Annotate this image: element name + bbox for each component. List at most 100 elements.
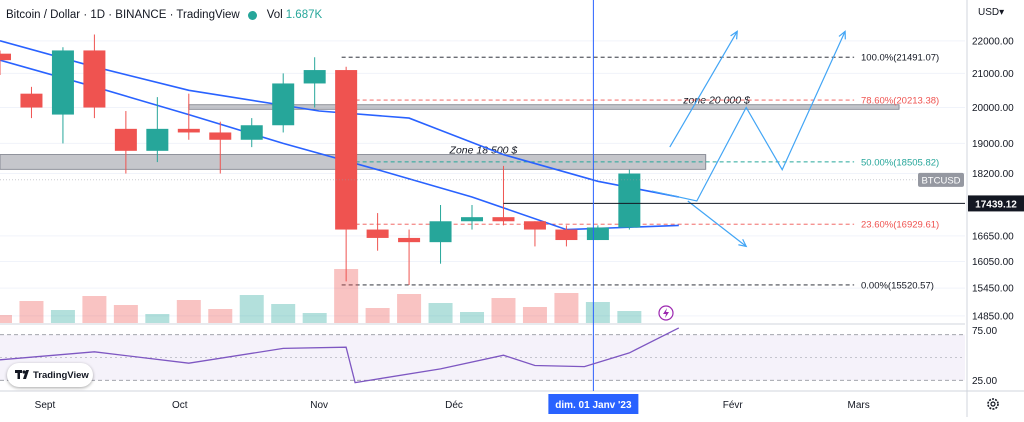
fib-level-label: 100.0%(21491.07) <box>861 53 939 64</box>
price-tick-label: 15450.00 <box>972 284 1014 295</box>
candle[interactable] <box>272 73 295 133</box>
volume-bar <box>585 302 610 323</box>
candle[interactable] <box>555 225 578 247</box>
volume-bar <box>19 301 44 323</box>
volume-bar <box>302 313 327 323</box>
volume-bar <box>113 305 138 323</box>
volume-bar <box>176 300 201 323</box>
volume-bar <box>82 296 107 323</box>
projection-arrow[interactable] <box>651 31 846 202</box>
legend-row: Bitcoin / Dollar · 1D · BINANCE · Tradin… <box>6 7 322 23</box>
candle-body <box>398 237 421 243</box>
candle[interactable] <box>586 225 609 241</box>
fib-level-label: 78.60%(20213.38) <box>861 96 939 107</box>
candle[interactable] <box>51 47 74 144</box>
time-tick-label: Déc <box>445 400 463 411</box>
candle-body <box>461 217 484 222</box>
candle-body <box>0 53 11 61</box>
candle[interactable] <box>461 204 484 230</box>
price-axis[interactable]: USD▾ 22000.00 21000.00 20000.00 19000.00 1820… <box>972 7 1014 387</box>
candle[interactable] <box>429 204 452 264</box>
tradingview-badge[interactable]: TradingView <box>7 363 93 387</box>
candle-body <box>209 132 232 140</box>
price-tick-label: 20000.00 <box>972 103 1014 114</box>
candle-body <box>303 70 326 84</box>
volume-bar <box>0 315 12 323</box>
candle-body <box>240 125 263 140</box>
candle[interactable] <box>146 97 169 163</box>
candle[interactable] <box>114 111 137 174</box>
price-tick-label: 22000.00 <box>972 36 1014 47</box>
projection-arrowhead <box>730 30 738 40</box>
currency-label[interactable]: USD▾ <box>978 7 1004 18</box>
projection-arrowhead <box>738 238 748 248</box>
candle-body <box>272 83 295 126</box>
eye-icon[interactable] <box>247 10 257 20</box>
candle-body <box>618 173 641 228</box>
candle[interactable] <box>0 50 11 76</box>
candle[interactable] <box>366 213 389 251</box>
volume-bar <box>428 303 453 323</box>
volume-bar <box>239 295 264 323</box>
candle[interactable] <box>177 93 200 140</box>
candle-body <box>366 229 389 238</box>
candle[interactable] <box>523 221 546 247</box>
candle[interactable] <box>303 57 326 108</box>
candle[interactable] <box>492 165 515 226</box>
candle[interactable] <box>209 121 232 174</box>
volume-bar <box>397 294 422 323</box>
fibonacci-levels[interactable]: 100.0%(21491.07) 78.60%(20213.38) 50.00%(1… <box>341 53 940 292</box>
volume-bar <box>145 314 170 323</box>
candle-body <box>335 70 358 230</box>
projection-arrowhead <box>838 30 846 40</box>
candle-body <box>177 128 200 133</box>
candle[interactable] <box>618 169 641 230</box>
symbol-tag-bg <box>918 172 964 187</box>
price-tick-label: 21000.00 <box>972 69 1014 80</box>
time-tick-label: Mars <box>847 400 869 411</box>
fib-level-label: 50.00%(18505.82) <box>861 157 939 168</box>
candle-body <box>51 50 74 115</box>
crosshair-date-label: dim. 01 Janv '23 <box>555 400 632 411</box>
rsi-tick-label: 25.00 <box>972 376 997 387</box>
gear-icon[interactable] <box>987 398 999 410</box>
volume-bar <box>50 310 75 323</box>
candle[interactable] <box>335 66 358 282</box>
volume-bar <box>365 308 390 323</box>
fib-level-label: 23.60%(16929.61) <box>861 220 939 231</box>
volume-bar <box>522 307 547 323</box>
time-tick-label: Oct <box>172 400 188 411</box>
crosshair-date-bg <box>548 394 639 414</box>
volume-value: 1.687K <box>285 9 323 21</box>
candle-body <box>586 227 609 241</box>
candle[interactable] <box>240 118 263 148</box>
volume-bar <box>460 312 485 323</box>
candle-body <box>429 221 452 243</box>
lightning-icon[interactable] <box>658 305 674 321</box>
lightning-icon-bolt <box>663 308 669 318</box>
gear-icon-ring <box>987 398 999 410</box>
price-tick-label: 18200.00 <box>972 169 1014 180</box>
rsi-tick-label: 75.00 <box>972 326 997 337</box>
price-tick-label: 19000.00 <box>972 139 1014 150</box>
candle[interactable] <box>83 34 106 119</box>
time-tick-label: Nov <box>310 400 328 411</box>
volume-label: Vol <box>266 9 283 21</box>
candle[interactable] <box>20 86 43 119</box>
symbol-title[interactable]: Bitcoin / Dollar · 1D · BINANCE · Tradin… <box>6 9 240 21</box>
tradingview-badge-label: TradingView <box>33 369 89 381</box>
candle-body <box>20 93 43 108</box>
rsi-pane[interactable] <box>0 327 965 384</box>
candles[interactable] <box>0 34 641 286</box>
projection-arrow[interactable] <box>687 200 747 247</box>
time-axis[interactable]: Sept Oct Nov Déc dim. 01 Janv '23 Févr Mars <box>35 394 870 414</box>
moving-average-line <box>0 40 679 198</box>
candle[interactable] <box>398 229 421 286</box>
projection-arrow[interactable] <box>669 31 738 148</box>
projection-arrows[interactable] <box>651 30 846 248</box>
moving-averages <box>0 40 679 231</box>
last-price-tag-bg <box>968 195 1024 212</box>
